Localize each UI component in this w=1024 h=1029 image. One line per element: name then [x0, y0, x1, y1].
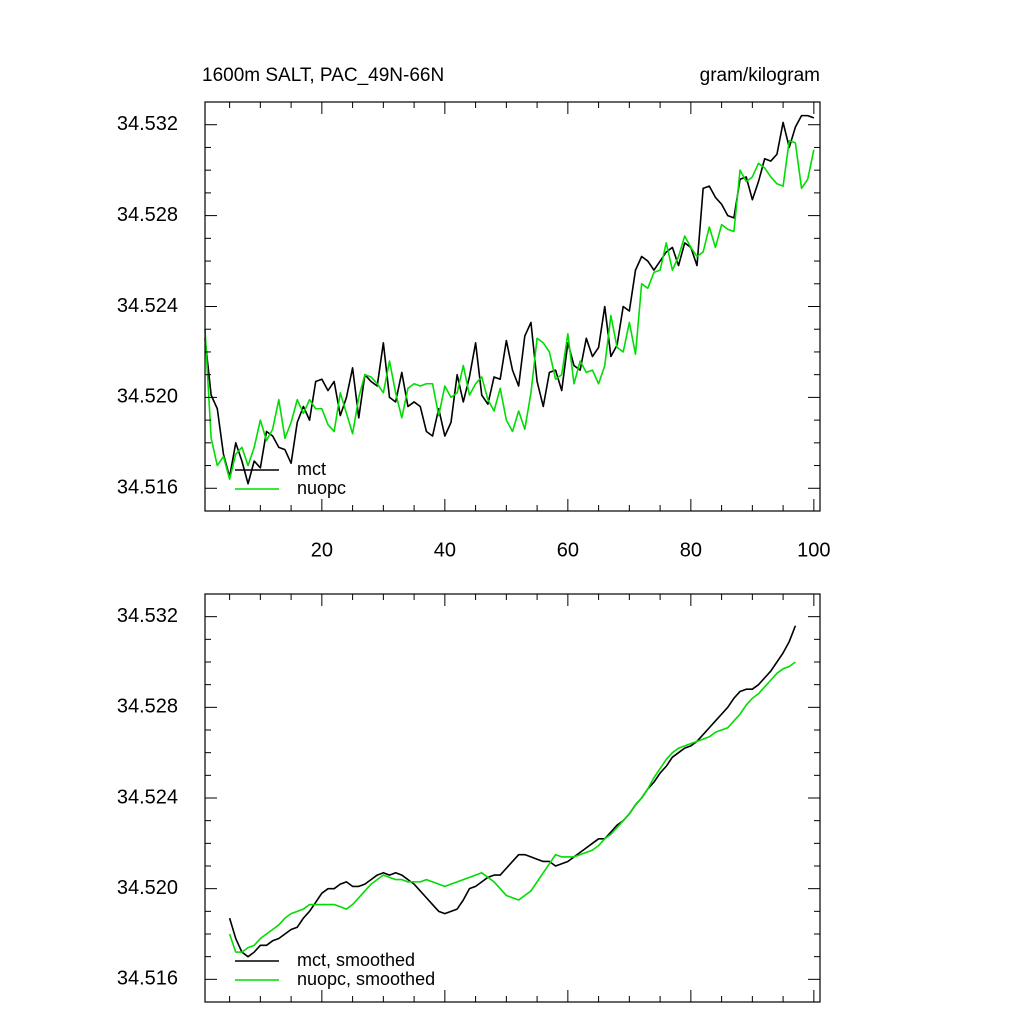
y-tick-label: 34.528 [117, 204, 178, 226]
y-tick-label: 34.532 [117, 605, 178, 627]
series-line [228, 661, 796, 953]
chart-title: 1600m SALT, PAC_49N-66N [202, 65, 444, 86]
y-tick-label: 34.520 [117, 386, 178, 408]
y-tick-label: 34.532 [117, 113, 178, 135]
y-tick-label: 34.528 [117, 696, 178, 718]
y-tick-label: 34.520 [117, 877, 178, 899]
legend-label: nuopc [297, 478, 346, 498]
series-line [204, 139, 815, 480]
legend-label: mct, smoothed [297, 950, 415, 970]
y-tick-label: 34.516 [117, 968, 178, 990]
y-tick-label: 34.516 [117, 477, 178, 499]
series-line [204, 114, 815, 485]
legend-label: mct [297, 459, 326, 479]
y-tick-label: 34.524 [117, 786, 178, 808]
x-tick-label: 20 [311, 539, 333, 561]
x-tick-label: 40 [434, 539, 456, 561]
x-tick-label: 60 [557, 539, 579, 561]
series-line [228, 625, 797, 958]
y-tick-label: 34.524 [117, 295, 178, 317]
legend-label: nuopc, smoothed [297, 969, 435, 989]
x-tick-label: 80 [680, 539, 702, 561]
plot-frame [204, 593, 821, 1003]
plot-frame [204, 101, 821, 512]
units-label: gram/kilogram [700, 65, 820, 86]
x-tick-label: 100 [797, 539, 830, 561]
